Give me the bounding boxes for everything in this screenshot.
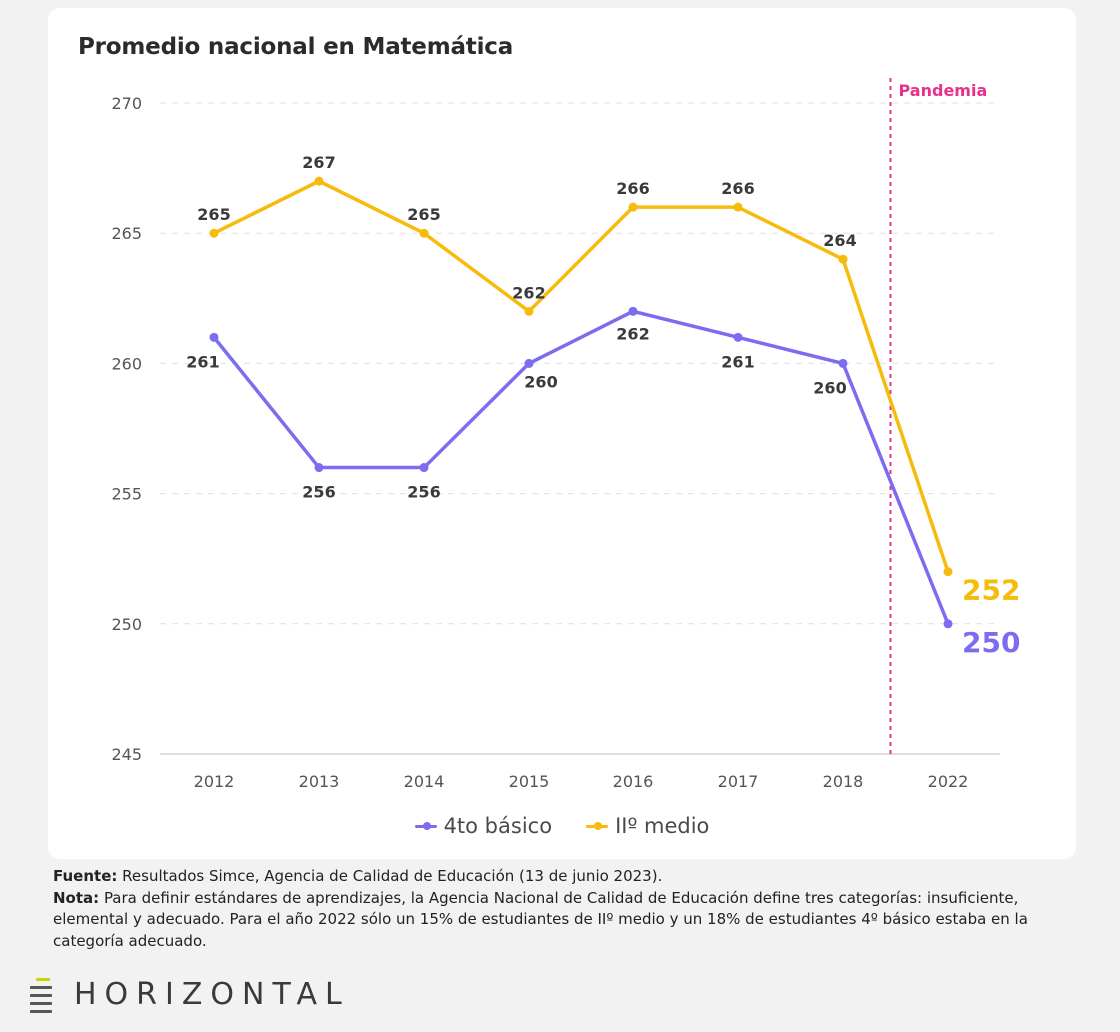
data-label: 261 (186, 352, 219, 371)
series-line (212, 179, 950, 574)
y-tick-label: 245 (111, 745, 142, 764)
x-tick-label: 2016 (613, 772, 654, 791)
data-point (628, 306, 638, 316)
data-label: 256 (302, 483, 335, 502)
x-tick-label: 2014 (404, 772, 445, 791)
y-tick-label: 250 (111, 615, 142, 634)
end-value-label: 252 (962, 574, 1020, 607)
legend-item: IIº medio (586, 814, 709, 838)
source-text: Resultados Simce, Agencia de Calidad de … (122, 867, 663, 885)
brand-logo: HORIZONTAL (30, 976, 350, 1013)
data-point (419, 228, 429, 238)
data-point (524, 358, 534, 368)
x-tick-label: 2013 (299, 772, 340, 791)
data-point (838, 358, 848, 368)
y-tick-label: 265 (111, 224, 142, 243)
legend-label: IIº medio (615, 814, 710, 838)
data-point (419, 463, 429, 473)
legend-swatch (414, 822, 437, 830)
data-label: 267 (302, 153, 335, 172)
x-tick-label: 2015 (509, 772, 550, 791)
data-point (524, 306, 534, 316)
data-label: 262 (616, 324, 649, 343)
data-label: 262 (512, 283, 545, 302)
data-point (628, 202, 638, 212)
brand-name: HORIZONTAL (74, 976, 350, 1012)
note-text: Para definir estándares de aprendizajes,… (53, 888, 1028, 950)
data-label: 265 (407, 205, 440, 224)
data-label: 266 (616, 179, 649, 198)
data-label: 260 (813, 378, 846, 397)
data-label: 264 (823, 231, 856, 250)
chart-title: Promedio nacional en Matemática (78, 34, 514, 60)
y-tick-label: 260 (111, 354, 142, 373)
legend-item: 4to básico (414, 814, 553, 838)
data-label: 266 (721, 179, 754, 198)
data-point (733, 202, 743, 212)
source-label: Fuente: (53, 867, 118, 885)
series-line (212, 309, 950, 626)
data-label: 256 (407, 483, 440, 502)
x-tick-label: 2018 (823, 772, 864, 791)
source-note: Fuente: Resultados Simce, Agencia de Cal… (53, 866, 1083, 888)
line-chart: 245 250 255 260 265 270 2012 2013 2014 2015 2016 20… (111, 78, 1020, 791)
data-label: 260 (524, 372, 557, 391)
x-tick-label: 2012 (194, 772, 235, 791)
chart-card: Promedio nacional en Matemática 245 250 25… (48, 8, 1076, 859)
legend-swatch (586, 822, 609, 830)
data-point (209, 228, 219, 238)
x-tick-label: 2017 (718, 772, 759, 791)
stacked-bars-logo-icon (30, 976, 52, 1013)
method-note: Nota: Para definir estándares de aprendi… (53, 888, 1083, 953)
y-tick-label: 270 (111, 94, 142, 113)
end-value-label: 250 (962, 626, 1020, 659)
pandemia-label: Pandemia (899, 81, 988, 100)
data-point (314, 463, 324, 473)
data-point (314, 176, 324, 186)
data-point (943, 619, 953, 629)
data-point (943, 567, 953, 577)
note-label: Nota: (53, 888, 100, 907)
data-point (838, 254, 848, 264)
legend-label: 4to básico (443, 814, 553, 838)
footnotes: Fuente: Resultados Simce, Agencia de Cal… (53, 866, 1083, 952)
data-point (209, 332, 219, 342)
data-label: 261 (721, 352, 754, 371)
data-point (733, 332, 743, 342)
x-tick-label: 2022 (928, 772, 969, 791)
y-tick-label: 255 (111, 485, 142, 504)
chart-legend: 4to básico IIº medio (48, 814, 1076, 838)
data-label: 265 (197, 205, 230, 224)
